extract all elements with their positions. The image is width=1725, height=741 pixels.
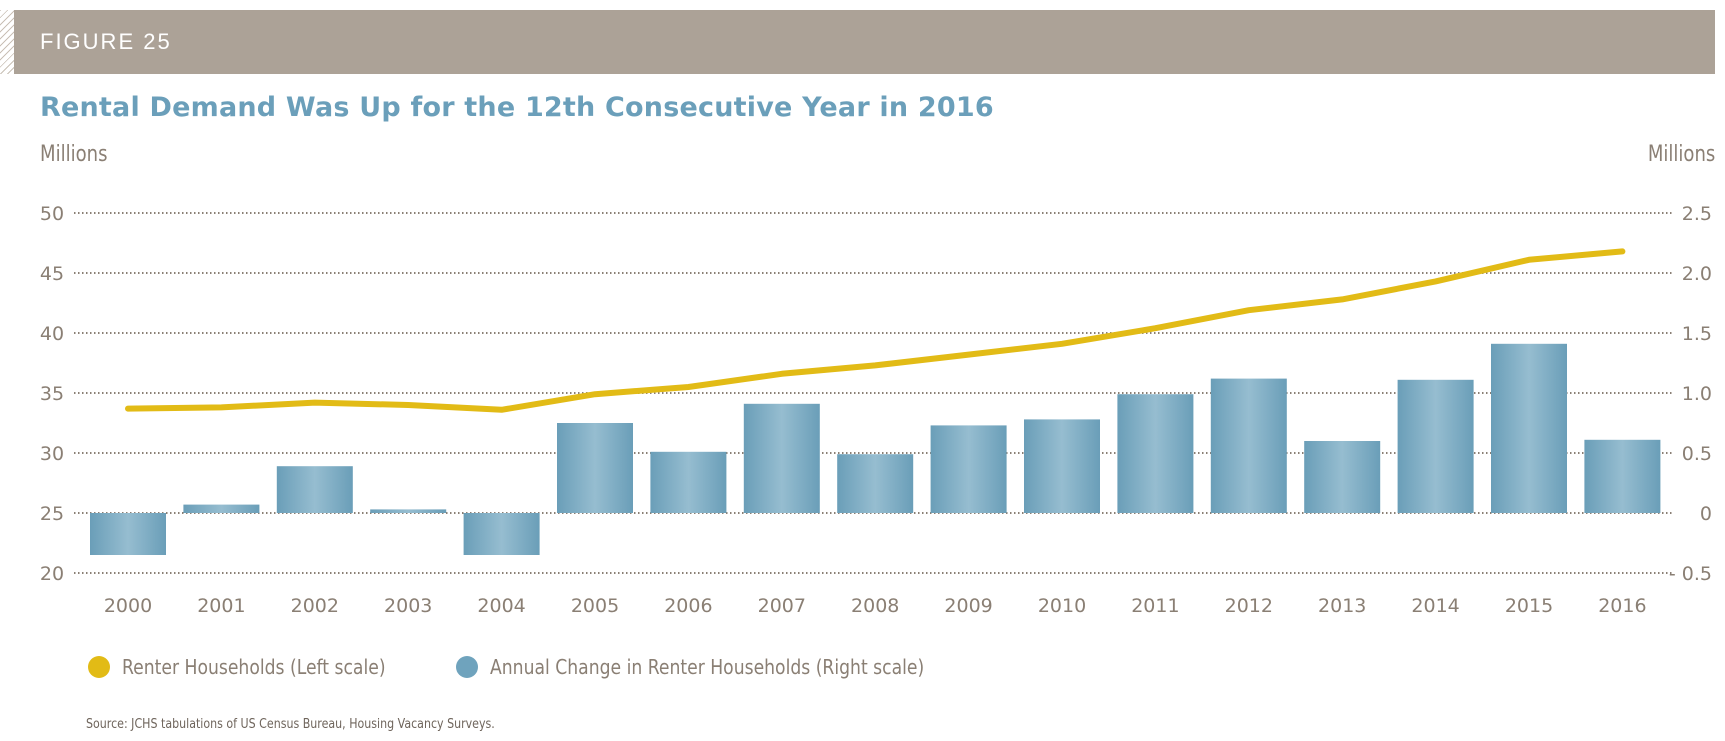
legend: Renter Households (Left scale) Annual Ch… (88, 655, 1023, 679)
x-tick-label: 2002 (291, 595, 339, 617)
right-tick-label: 0 (1700, 503, 1712, 525)
right-tick-label: 2.5 (1682, 203, 1712, 225)
source-note: Source: JCHS tabulations of US Census Bu… (86, 717, 495, 732)
bar-annual-change (1210, 378, 1287, 513)
axis-labels: 20 25 30 35 40 45 50 - 0.5 0 0.5 1.0 1.5 2.0 2.5 2000 2… (40, 203, 1712, 617)
bar-annual-change (1491, 343, 1567, 513)
bar-annual-change (743, 403, 820, 513)
left-tick-label: 50 (40, 203, 64, 225)
left-tick-label: 30 (40, 443, 64, 465)
line-series (125, 248, 1626, 413)
right-tick-label: 2.0 (1682, 263, 1712, 285)
left-tick-label: 20 (40, 563, 64, 585)
x-tick-label: 2008 (851, 595, 899, 617)
bar-annual-change (1304, 441, 1381, 513)
bar-annual-change (557, 423, 633, 513)
figure-header-band: FIGURE 25 (14, 10, 1715, 74)
figure-label: FIGURE 25 (40, 29, 172, 54)
right-tick-label: 1.5 (1682, 323, 1712, 345)
bar-annual-change (837, 454, 914, 513)
right-tick-label: 0.5 (1682, 443, 1712, 465)
legend-label: Renter Households (Left scale) (122, 655, 386, 679)
left-tick-label: 35 (40, 383, 64, 405)
x-tick-label: 2003 (384, 595, 432, 617)
bar-annual-change (650, 451, 727, 513)
chart-title: Rental Demand Was Up for the 12th Consec… (40, 92, 994, 123)
x-tick-label: 2001 (197, 595, 245, 617)
legend-item-renter-households: Renter Households (Left scale) (88, 655, 428, 679)
left-axis-unit: Millions (40, 142, 108, 167)
x-tick-label: 2006 (664, 595, 712, 617)
x-tick-label: 2015 (1505, 595, 1553, 617)
bar-annual-change (276, 466, 353, 513)
bar-annual-change (1584, 439, 1661, 513)
bar-annual-change (183, 504, 260, 513)
x-tick-label: 2014 (1411, 595, 1459, 617)
legend-swatch-line (88, 656, 110, 678)
bar-annual-change (370, 509, 447, 513)
x-tick-label: 2007 (758, 595, 806, 617)
left-tick-label: 25 (40, 503, 64, 525)
bar-annual-change (1397, 379, 1474, 513)
x-tick-label: 2004 (477, 595, 525, 617)
legend-swatch-bar (456, 656, 479, 678)
bar-annual-change (1024, 419, 1100, 513)
x-tick-label: 2000 (104, 595, 152, 617)
right-tick-label: - 0.5 (1669, 563, 1712, 585)
left-tick-label: 45 (40, 263, 64, 285)
bar-annual-change (930, 425, 1007, 513)
legend-item-annual-change: Annual Change in Renter Households (Righ… (456, 655, 995, 679)
x-tick-label: 2009 (944, 595, 992, 617)
x-tick-label: 2005 (571, 595, 619, 617)
x-tick-label: 2011 (1131, 595, 1179, 617)
legend-label: Annual Change in Renter Households (Righ… (490, 655, 925, 679)
left-tick-label: 40 (40, 323, 64, 345)
x-tick-label: 2016 (1598, 595, 1646, 617)
bar-series (90, 343, 1661, 555)
right-axis-unit: Millions (1647, 142, 1715, 167)
bar-annual-change (463, 513, 540, 555)
bar-annual-change (90, 513, 166, 555)
x-tick-label: 2010 (1038, 595, 1086, 617)
x-tick-label: 2013 (1318, 595, 1366, 617)
header-hatch-decoration (0, 10, 14, 74)
x-tick-label: 2012 (1225, 595, 1273, 617)
right-tick-label: 1.0 (1682, 383, 1712, 405)
chart-canvas: 20 25 30 35 40 45 50 - 0.5 0 0.5 1.0 1.5 2.0 2.5 2000 2… (40, 203, 1712, 617)
bar-annual-change (1117, 394, 1194, 513)
